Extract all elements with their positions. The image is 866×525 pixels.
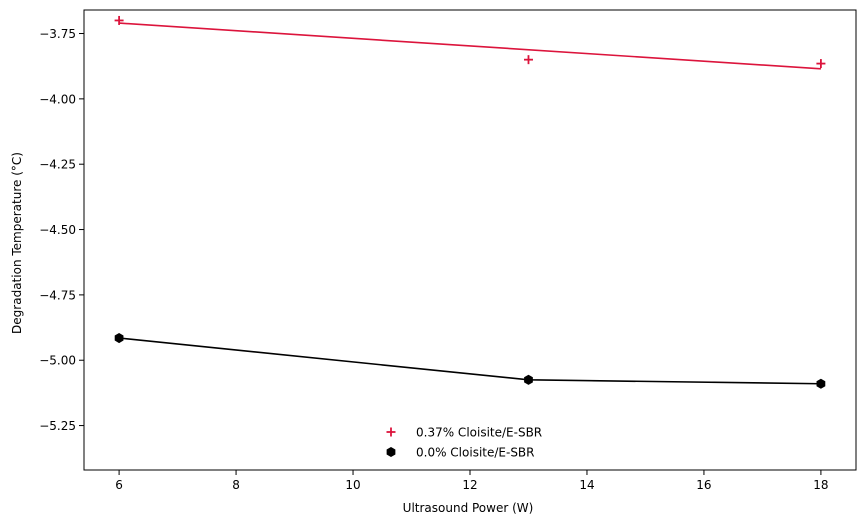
data-point-0-2 — [816, 59, 826, 69]
axes-frame — [83, 9, 857, 471]
plot-area — [114, 15, 826, 389]
y-tick-label-5: −5.00 — [39, 354, 76, 368]
data-point-1-0 — [114, 332, 124, 344]
series-line-1 — [119, 337, 821, 385]
data-point-1-1 — [524, 374, 533, 385]
y-tick-label-4: −4.75 — [39, 288, 76, 302]
x-tick-label-2: 10 — [345, 478, 360, 492]
legend-label-1: 0.0% Cloisite/E-SBR — [416, 446, 535, 460]
axes: 6 8 10 12 14 16 18 −3.75 −4.00 −4.25 −4.50 −4.75 −5.… — [39, 9, 857, 492]
y-tick-label-1: −4.00 — [39, 92, 76, 106]
legend-marker-1 — [386, 446, 396, 458]
data-point-0-0 — [114, 15, 124, 25]
x-tick-label-0: 6 — [115, 478, 123, 492]
legend-label-0: 0.37% Cloisite/E-SBR — [416, 426, 542, 440]
series-line-0 — [119, 22, 821, 70]
y-tick-label-6: −5.25 — [39, 419, 76, 433]
y-tick-label-2: −4.25 — [39, 158, 76, 172]
data-point-1-2 — [816, 378, 826, 389]
x-tick-label-4: 14 — [579, 478, 594, 492]
y-tick-label-3: −4.50 — [39, 223, 76, 237]
legend: 0.37% Cloisite/E-SBR 0.0% Cloisite/E-SBR — [386, 426, 542, 460]
y-axis-label: Degradation Temperature (°C) — [10, 152, 24, 334]
data-point-0-1 — [523, 55, 533, 65]
x-tick-label-1: 8 — [232, 478, 240, 492]
x-axis-label: Ultrasound Power (W) — [403, 501, 534, 515]
x-tick-label-3: 12 — [462, 478, 477, 492]
x-tick-label-6: 18 — [813, 478, 828, 492]
y-tick-label-0: −3.75 — [39, 27, 76, 41]
legend-marker-0 — [386, 427, 396, 437]
x-tick-label-5: 16 — [696, 478, 711, 492]
